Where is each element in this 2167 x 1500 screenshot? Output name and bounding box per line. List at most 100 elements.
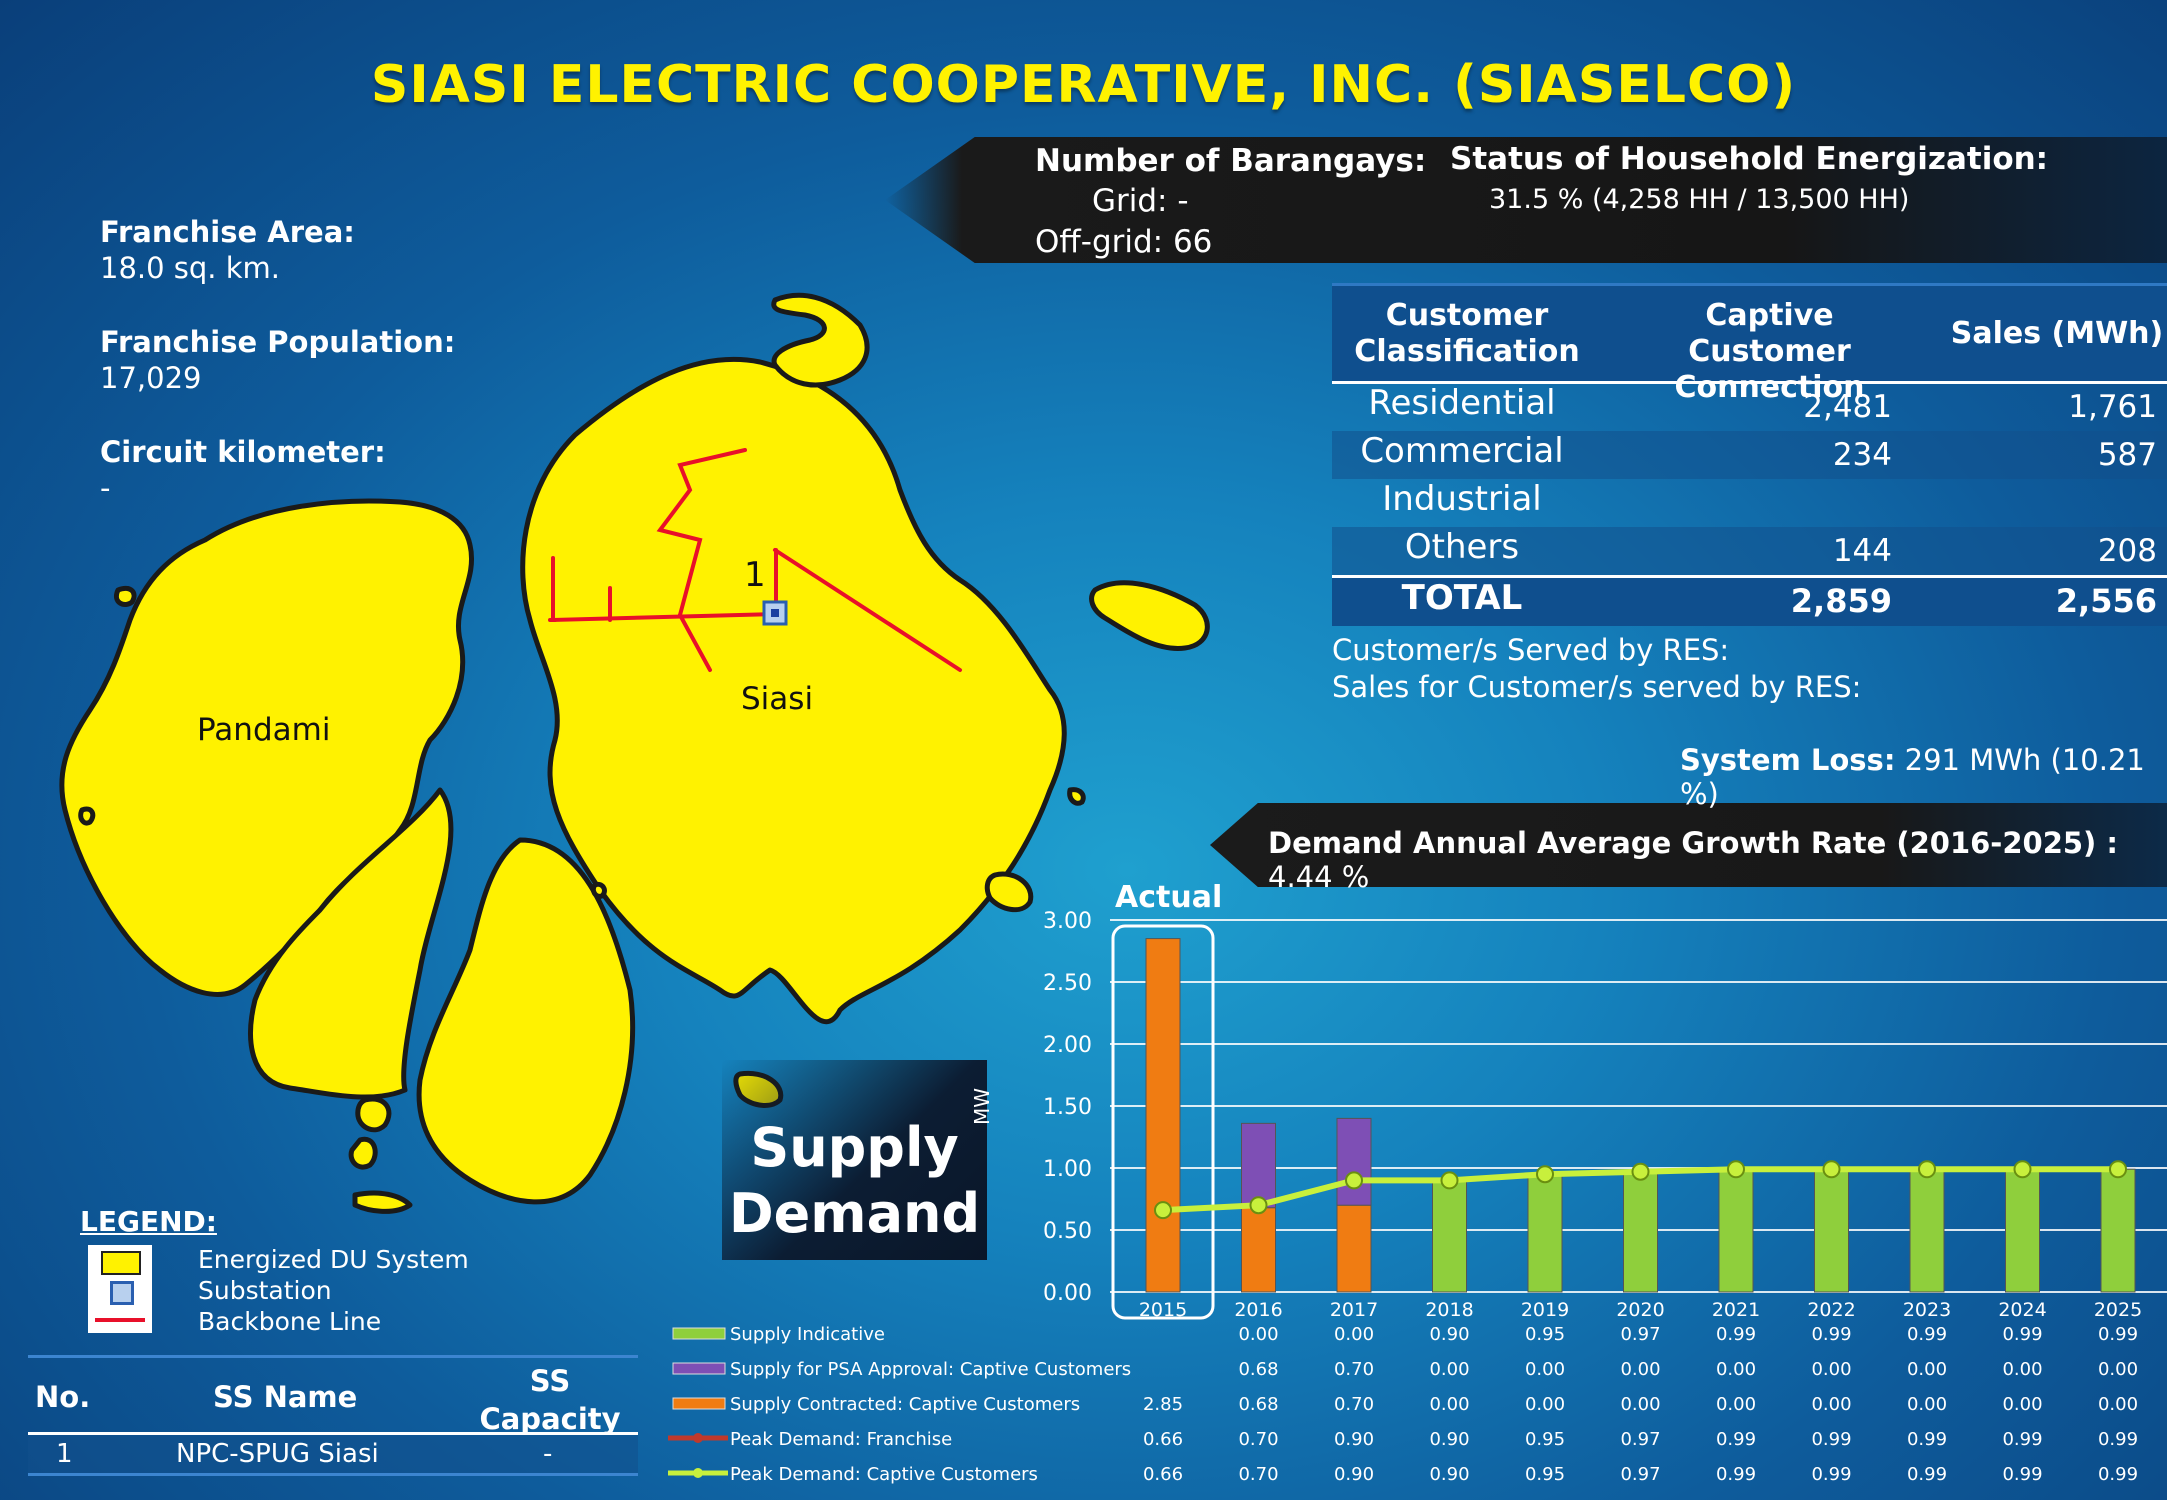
table-value: 0.99 [1811, 1464, 1851, 1485]
y-tick-label: 3.00 [1043, 909, 1092, 934]
x-tick-label: 2023 [1903, 1299, 1951, 1321]
table-value: 0.99 [1811, 1324, 1851, 1345]
y-tick-label: 2.50 [1043, 971, 1092, 996]
table-series-name: Supply Indicative [730, 1324, 885, 1345]
table-value: 0.00 [1811, 1394, 1851, 1415]
res-sales-label: Sales for Customer/s served by RES: [1332, 670, 1862, 704]
x-tick-label: 2025 [2094, 1299, 2142, 1321]
point-peak-demand [1822, 1160, 1841, 1179]
actual-highlight-box [1111, 924, 1215, 1320]
x-tick-label: 2018 [1425, 1299, 1473, 1321]
cell-sales: 587 [2097, 437, 2157, 473]
ss-header-no: No. [35, 1380, 91, 1414]
table-value: 0.99 [2002, 1464, 2042, 1485]
ss-cap: - [543, 1439, 553, 1469]
cell-class: Commercial [1360, 431, 1564, 471]
header-connection: Captive Customer Connection [1674, 298, 1865, 405]
ss-header-name: SS Name [213, 1380, 358, 1414]
bar-supply-psa [1241, 1122, 1276, 1209]
ss-no: 1 [56, 1439, 73, 1469]
page-title: SIASI ELECTRIC COOPERATIVE, INC. (SIASEL… [370, 55, 1797, 115]
table-value: 0.99 [2098, 1324, 2138, 1345]
actual-label: Actual [1115, 880, 1223, 915]
table-value: 0.00 [1429, 1394, 1469, 1415]
table-value: 0.99 [2098, 1429, 2138, 1450]
x-tick-label: 2017 [1330, 1299, 1378, 1321]
table-value: 0.90 [1334, 1464, 1374, 1485]
x-tick-label: 2022 [1807, 1299, 1855, 1321]
table-value: 0.97 [1620, 1324, 1660, 1345]
barangays-grid: Grid: - [1092, 183, 1189, 219]
table-value: 0.99 [1907, 1324, 1947, 1345]
legend-backbone-icon [95, 1318, 145, 1322]
y-tick-label: 2.00 [1043, 1033, 1092, 1058]
bar-supply-psa [1336, 1117, 1372, 1206]
table-value: 0.00 [1525, 1394, 1565, 1415]
ss-table-row: 1 NPC-SPUG Siasi - [28, 1435, 638, 1473]
barangays-offgrid: Off-grid: 66 [1035, 224, 1213, 260]
supply-word: Supply [750, 1116, 959, 1179]
energization-label: Status of Household Energization: [1450, 141, 2049, 177]
franchise-area-value: 18.0 sq. km. [100, 251, 281, 285]
table-value: 0.00 [2002, 1394, 2042, 1415]
franchise-map [59, 292, 1210, 1214]
legend-title: LEGEND: [80, 1205, 217, 1238]
legend-items: Energized DU System Substation Backbone … [198, 1244, 469, 1337]
substation-number: 1 [744, 555, 766, 595]
x-tick-label: 2020 [1616, 1299, 1664, 1321]
res-served-label: Customer/s Served by RES: [1332, 633, 1730, 667]
bar-supply-indicative [1814, 1168, 1849, 1293]
bar-supply-indicative [1432, 1179, 1467, 1293]
cell-class: Residential [1368, 383, 1556, 423]
system-loss-label: System Loss: [1680, 743, 1896, 777]
bar-supply-indicative [2100, 1168, 2136, 1293]
table-value: 0.90 [1334, 1429, 1374, 1450]
y-tick-label: 1.50 [1043, 1095, 1092, 1120]
supply-demand-panel [722, 1060, 987, 1260]
table-row: Others 144 208 [1332, 527, 2167, 575]
header-banner [885, 137, 2167, 263]
energization-value: 31.5 % (4,258 HH / 13,500 HH) [1489, 184, 1910, 215]
system-loss: System Loss: 291 MWh (10.21 %) [1680, 743, 2167, 811]
table-row: Residential 2,481 1,761 [1332, 383, 2167, 431]
table-value: 0.70 [1334, 1394, 1374, 1415]
cell-conn: 2,859 [1790, 582, 1892, 620]
table-legend-marker [693, 1433, 703, 1443]
growth-rate-value: 4.44 % [1268, 860, 1370, 894]
y-tick-label: 0.50 [1043, 1219, 1092, 1244]
ss-table-header-rule [28, 1432, 638, 1435]
point-peak-demand [1536, 1165, 1554, 1184]
x-tick-label: 2021 [1712, 1299, 1760, 1321]
circuit-km-label: Circuit kilometer: [100, 435, 386, 469]
cell-sales: 2,556 [2055, 582, 2157, 620]
barangays-label: Number of Barangays: [1035, 143, 1427, 179]
table-value: 0.99 [1811, 1429, 1851, 1450]
table-value: 0.00 [2098, 1394, 2138, 1415]
table-value: 0.90 [1429, 1464, 1469, 1485]
x-tick-label: 2015 [1139, 1299, 1187, 1321]
table-legend-marker [693, 1468, 703, 1478]
y-axis-label: MW [970, 1087, 994, 1125]
ss-name: NPC-SPUG Siasi [176, 1439, 379, 1469]
table-value: 0.00 [1429, 1359, 1469, 1380]
x-tick-label: 2016 [1234, 1299, 1282, 1321]
table-value: 2.85 [1143, 1394, 1183, 1415]
legend-energized-icon [101, 1251, 141, 1275]
table-row-total: TOTAL 2,859 2,556 [1332, 575, 2167, 626]
bar-supply-indicative [1718, 1168, 1754, 1293]
header-sales: Sales (MWh) [1950, 316, 2164, 351]
growth-rate: Demand Annual Average Growth Rate (2016-… [1268, 826, 2167, 894]
legend-item: Backbone Line [198, 1307, 382, 1336]
customer-table-header: Customer Classification Captive Customer… [1332, 283, 2167, 405]
ss-table-top-rule [28, 1355, 638, 1358]
table-value: 0.99 [1907, 1429, 1947, 1450]
y-tick-label: 0.00 [1043, 1281, 1092, 1306]
table-value: 0.99 [2002, 1429, 2042, 1450]
cell-class: Industrial [1382, 479, 1542, 519]
bar-supply-contracted [1145, 938, 1181, 1293]
table-legend-swatch [672, 1397, 726, 1410]
point-peak-demand [1440, 1171, 1459, 1190]
table-value: 0.00 [1716, 1394, 1756, 1415]
legend-substation-icon [110, 1281, 134, 1305]
table-value: 0.00 [1620, 1394, 1660, 1415]
